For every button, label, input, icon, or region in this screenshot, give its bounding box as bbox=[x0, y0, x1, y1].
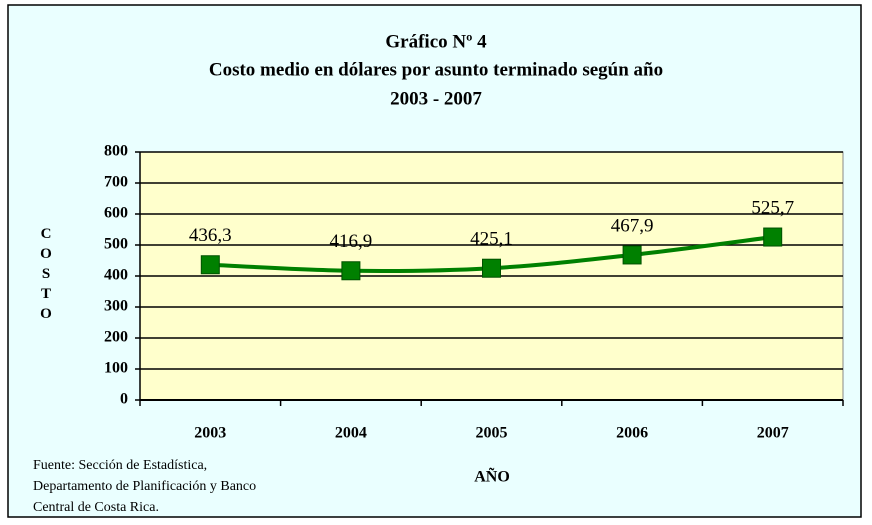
x-axis-label: AÑO bbox=[474, 467, 510, 486]
y-tick-label: 600 bbox=[104, 205, 128, 222]
y-tick-label: 700 bbox=[104, 174, 128, 191]
x-tick-label: 2007 bbox=[757, 425, 789, 442]
x-tick-label: 2005 bbox=[476, 425, 508, 442]
y-tick-label: 300 bbox=[104, 298, 128, 315]
y-axis-label: COSTO bbox=[38, 226, 54, 326]
y-tick-label: 100 bbox=[104, 360, 128, 377]
x-tick-label: 2006 bbox=[616, 425, 648, 442]
data-label: 425,1 bbox=[470, 229, 513, 250]
chart-title: Costo medio en dólares por asunto termin… bbox=[209, 59, 663, 80]
chart-title: 2003 - 2007 bbox=[390, 88, 482, 109]
data-point bbox=[763, 227, 783, 247]
chart-title: Gráfico Nº 4 bbox=[385, 31, 487, 52]
data-label: 416,9 bbox=[330, 231, 373, 252]
source-note: Central de Costa Rica. bbox=[33, 500, 159, 515]
x-tick-label: 2003 bbox=[194, 425, 226, 442]
data-point bbox=[482, 258, 501, 278]
y-tick-label: 400 bbox=[104, 267, 128, 284]
data-label: 467,9 bbox=[611, 215, 654, 236]
source-note: Fuente: Sección de Estadística, bbox=[33, 458, 207, 473]
data-label: 436,3 bbox=[189, 225, 232, 246]
data-point bbox=[622, 245, 642, 265]
x-tick-label: 2004 bbox=[335, 425, 367, 442]
data-label: 525,7 bbox=[751, 197, 794, 218]
y-tick-label: 800 bbox=[104, 143, 128, 160]
data-point bbox=[200, 255, 220, 275]
source-note: Departamento de Planificación y Banco bbox=[33, 479, 256, 494]
y-tick-label: 200 bbox=[104, 329, 128, 346]
y-tick-label: 500 bbox=[104, 236, 128, 253]
data-point bbox=[341, 261, 361, 281]
y-tick-label: 0 bbox=[120, 391, 128, 408]
